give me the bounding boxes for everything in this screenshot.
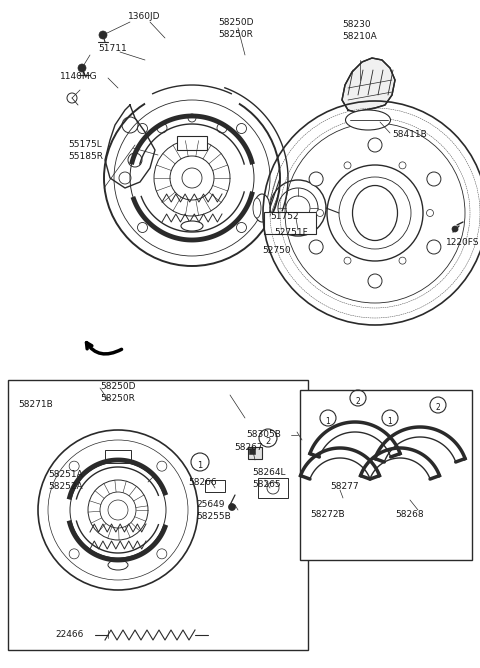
Text: 58250D
58250R: 58250D 58250R	[218, 18, 253, 39]
Text: 2: 2	[265, 438, 271, 446]
Bar	[249, 448, 255, 454]
Bar	[264, 212, 316, 234]
Circle shape	[309, 172, 323, 186]
Circle shape	[427, 240, 441, 254]
Text: 22466: 22466	[55, 630, 84, 639]
Text: 58251A
58252A: 58251A 58252A	[48, 470, 83, 491]
Ellipse shape	[181, 221, 203, 231]
Bar	[205, 480, 225, 492]
Bar	[105, 450, 131, 463]
Circle shape	[99, 31, 107, 39]
Text: 1220FS: 1220FS	[446, 238, 480, 247]
Text: 58411B: 58411B	[392, 130, 427, 139]
Circle shape	[399, 162, 406, 169]
Text: 58271B: 58271B	[18, 400, 53, 409]
Circle shape	[344, 257, 351, 264]
Text: 58277: 58277	[330, 482, 359, 491]
Bar	[258, 478, 288, 498]
Circle shape	[316, 210, 324, 216]
Text: 58266: 58266	[188, 478, 216, 487]
Circle shape	[452, 226, 458, 232]
Ellipse shape	[352, 186, 397, 240]
Ellipse shape	[253, 198, 261, 218]
Bar	[248, 447, 262, 459]
Text: 25649
58255B: 25649 58255B	[196, 500, 231, 521]
Text: 58264L
58265: 58264L 58265	[252, 468, 286, 489]
Text: 2: 2	[436, 403, 440, 413]
Bar	[300, 390, 472, 560]
Text: 1: 1	[197, 462, 203, 470]
Text: 58272B: 58272B	[310, 510, 345, 519]
Circle shape	[336, 486, 344, 494]
Text: 58305B: 58305B	[246, 430, 281, 439]
Circle shape	[368, 138, 382, 152]
Circle shape	[399, 257, 406, 264]
Text: 58250D
58250R: 58250D 58250R	[100, 382, 135, 403]
Text: 58230
58210A: 58230 58210A	[342, 20, 377, 41]
Text: 51711: 51711	[98, 44, 127, 53]
Text: 55175L
55185R: 55175L 55185R	[68, 140, 103, 161]
Text: 1140MG: 1140MG	[60, 72, 97, 81]
Circle shape	[78, 64, 86, 72]
Polygon shape	[342, 58, 395, 112]
Ellipse shape	[108, 560, 128, 570]
Text: 58267: 58267	[234, 443, 263, 452]
Text: 1360JD: 1360JD	[128, 12, 160, 21]
Text: 2: 2	[356, 397, 360, 405]
Circle shape	[344, 162, 351, 169]
Circle shape	[427, 210, 433, 216]
Text: 58268: 58268	[395, 510, 424, 519]
Text: 1: 1	[325, 417, 330, 426]
Circle shape	[427, 172, 441, 186]
Text: 51752: 51752	[270, 212, 299, 221]
Text: 52751F: 52751F	[274, 228, 308, 237]
Circle shape	[368, 274, 382, 288]
Bar	[8, 380, 308, 650]
Circle shape	[38, 430, 198, 590]
Bar	[177, 136, 207, 150]
Circle shape	[309, 240, 323, 254]
Text: 1: 1	[388, 417, 392, 426]
Ellipse shape	[346, 110, 391, 130]
Circle shape	[228, 504, 236, 510]
Ellipse shape	[254, 194, 270, 222]
Text: 52750: 52750	[262, 246, 290, 255]
